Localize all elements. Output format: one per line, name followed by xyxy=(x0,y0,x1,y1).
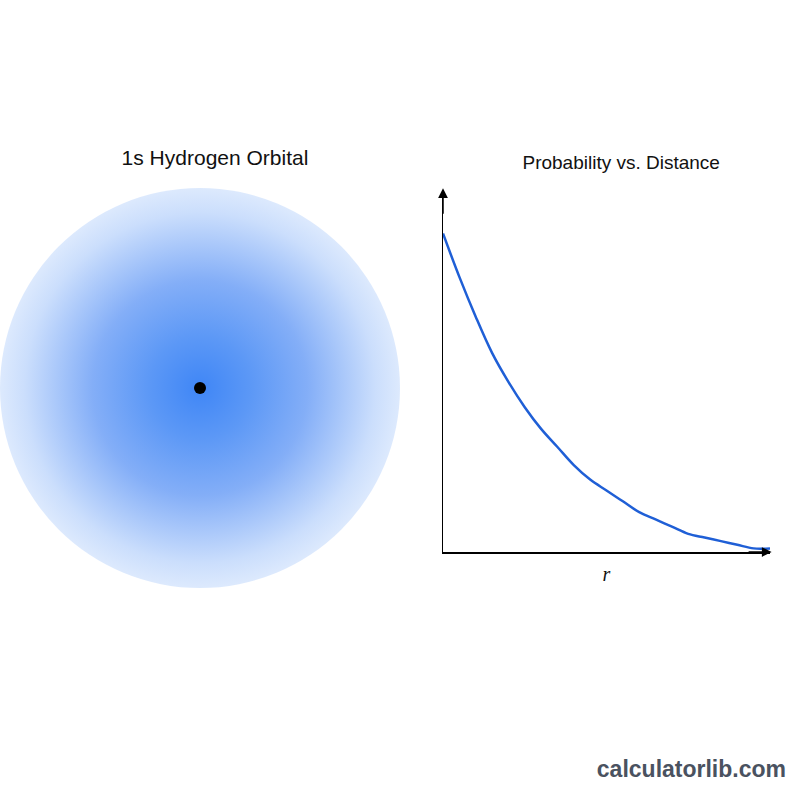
html-text:1s Hydrogen Orbital: 1s Hydrogen Orbital xyxy=(121,146,309,169)
svg-text:r: r xyxy=(603,563,611,585)
svg-text:Probability vs. Distance: Probability vs. Distance xyxy=(522,152,719,173)
html-text:calculatorlib.com: calculatorlib.com xyxy=(596,756,786,782)
